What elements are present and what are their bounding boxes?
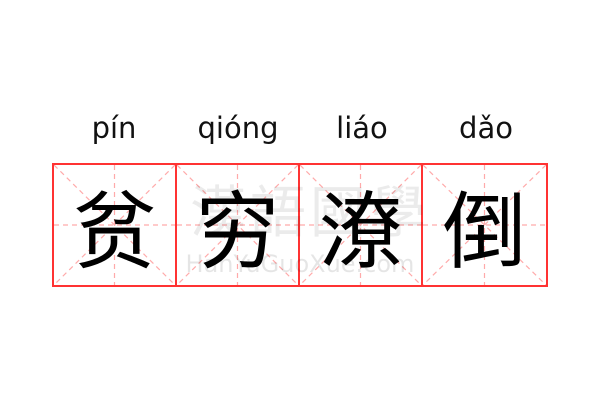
watermark-logo: 漢語國學 — [190, 181, 430, 246]
guide-line — [54, 165, 175, 285]
pinyin-1: pín — [91, 111, 137, 145]
pinyin-3: liáo — [336, 111, 388, 145]
character-cell: 贫 — [54, 165, 177, 285]
guide-lines — [300, 165, 421, 285]
guide-line — [300, 165, 421, 285]
guide-lines — [54, 165, 175, 285]
character-2: 穷 — [195, 182, 280, 281]
character-3: 潦 — [318, 182, 403, 281]
character-1: 贫 — [72, 182, 157, 281]
guide-lines — [423, 165, 546, 285]
character-cell: 穷 — [177, 165, 300, 285]
pinyin-row: pín qióng liáo dǎo — [52, 108, 548, 148]
character-cell: 潦 — [300, 165, 423, 285]
guide-line — [177, 165, 298, 285]
pinyin-4: dǎo — [459, 111, 513, 145]
guide-lines — [177, 165, 298, 285]
pinyin-2: qióng — [197, 111, 279, 145]
guide-line — [423, 165, 546, 285]
character-cell: 倒 — [423, 165, 546, 285]
character-4: 倒 — [442, 182, 527, 281]
character-grid: 贫 穷 潦 倒 — [52, 163, 548, 287]
watermark-url: HanYuGuoXue.com — [185, 250, 415, 278]
